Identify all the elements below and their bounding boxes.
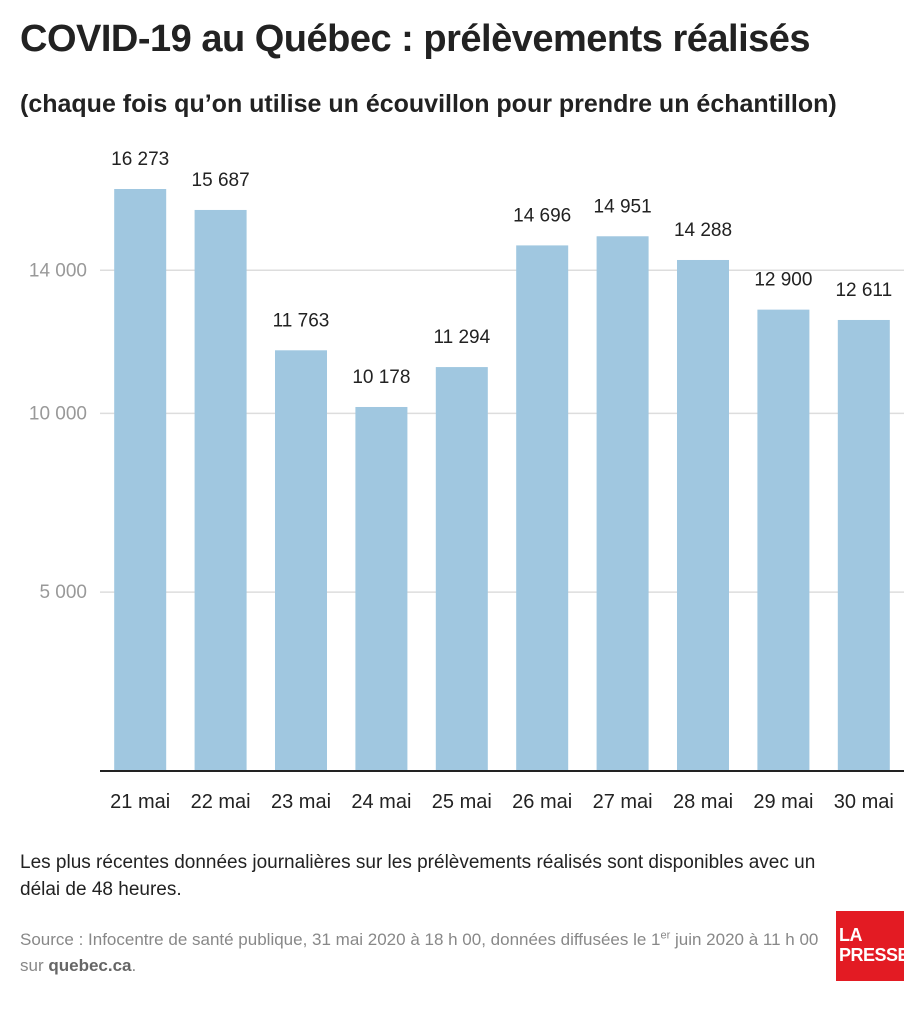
bar bbox=[757, 309, 810, 771]
bar bbox=[435, 367, 488, 771]
x-tick-label: 28 mai bbox=[673, 791, 733, 813]
x-tick-label: 30 mai bbox=[834, 791, 894, 813]
bar-value-label: 14 696 bbox=[513, 205, 571, 226]
bar-value-label: 14 951 bbox=[594, 196, 652, 217]
bar bbox=[114, 189, 167, 771]
bar bbox=[194, 209, 247, 772]
source-link[interactable]: quebec.ca bbox=[48, 956, 132, 975]
bar bbox=[837, 319, 890, 771]
source-prefix: Source : Infocentre de santé publique, 3… bbox=[20, 930, 661, 949]
bar bbox=[596, 236, 649, 772]
bars bbox=[114, 189, 890, 772]
x-tick-label: 23 mai bbox=[271, 791, 331, 813]
x-tick-label: 27 mai bbox=[593, 791, 653, 813]
bar-value-label: 11 294 bbox=[433, 327, 490, 348]
source-superscript: er bbox=[660, 929, 671, 942]
x-tick-label: 25 mai bbox=[432, 791, 492, 813]
bar bbox=[677, 259, 729, 771]
x-tick-label: 26 mai bbox=[512, 791, 572, 813]
bar-value-label: 12 900 bbox=[754, 270, 812, 291]
bar-value-label: 12 611 bbox=[835, 280, 892, 301]
x-tick-label: 24 mai bbox=[351, 791, 411, 813]
bar-value-label: 15 687 bbox=[192, 170, 250, 191]
x-axis-labels: 21 mai 22 mai 23 mai 24 mai 25 mai 26 mai 27 m… bbox=[110, 791, 894, 813]
logo-line-1: LA bbox=[839, 925, 863, 945]
bar-value-label: 10 178 bbox=[352, 367, 410, 388]
x-tick-label: 22 mai bbox=[191, 791, 251, 813]
chart-title: COVID-19 au Québec : prélèvements réalis… bbox=[20, 18, 811, 60]
bar-value-label: 11 763 bbox=[273, 310, 330, 331]
x-tick-label: 21 mai bbox=[110, 791, 170, 813]
bar bbox=[516, 245, 569, 772]
source-middle: juin 2020 à 11 h 00 sur bbox=[20, 930, 819, 975]
bar-chart: 5 000 10 000 14 000 16 273 15 687 11 763 10 1… bbox=[29, 149, 904, 813]
bar-value-label: 14 288 bbox=[674, 220, 732, 241]
value-labels: 16 273 15 687 11 763 10 178 11 294 14 696 14 9… bbox=[111, 149, 892, 388]
y-tick-label: 5 000 bbox=[39, 582, 87, 603]
y-tick-label: 14 000 bbox=[29, 260, 87, 281]
chart-subtitle: (chaque fois qu’on utilise un écouvillon… bbox=[20, 90, 837, 118]
bar bbox=[275, 350, 327, 771]
source-suffix: . bbox=[131, 956, 137, 975]
la-presse-logo: LA PRESSE bbox=[836, 911, 910, 981]
source-note: Source : Infocentre de santé publique, 3… bbox=[20, 927, 820, 979]
bar-value-label: 16 273 bbox=[111, 149, 169, 170]
y-tick-label: 10 000 bbox=[29, 403, 87, 424]
footnote: Les plus récentes données journalières s… bbox=[20, 852, 816, 900]
y-axis-ticks: 5 000 10 000 14 000 bbox=[29, 260, 87, 603]
x-tick-label: 29 mai bbox=[753, 791, 813, 813]
bar bbox=[355, 406, 408, 771]
logo-line-2: PRESSE bbox=[839, 945, 910, 965]
